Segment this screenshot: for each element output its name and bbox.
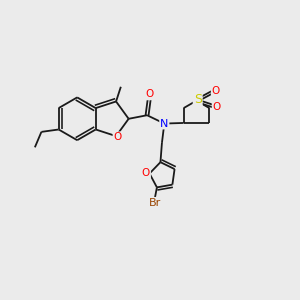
Text: O: O (142, 168, 150, 178)
Text: N: N (160, 118, 169, 128)
Text: O: O (212, 86, 220, 96)
Text: O: O (113, 132, 122, 142)
Text: O: O (145, 89, 154, 99)
Text: Br: Br (148, 198, 161, 208)
Text: S: S (194, 93, 202, 106)
Text: O: O (213, 102, 221, 112)
